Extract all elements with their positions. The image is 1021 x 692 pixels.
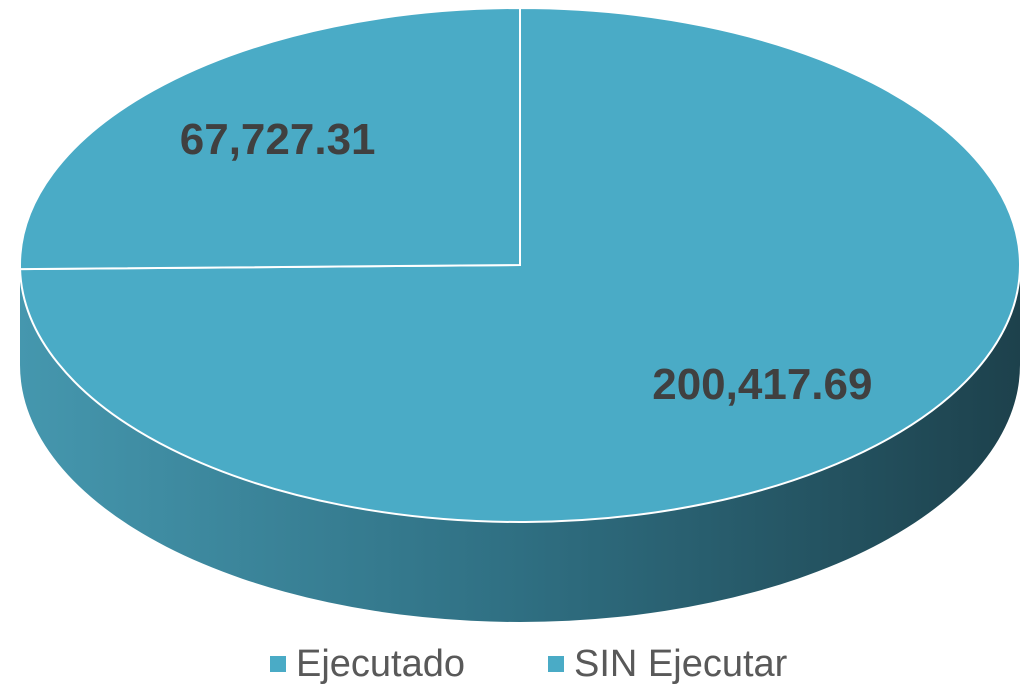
data-label: 67,727.31: [180, 115, 376, 164]
pie-side: [20, 265, 1020, 622]
legend-label: Ejecutado: [296, 643, 465, 685]
data-label: 200,417.69: [652, 360, 872, 409]
legend-swatch: [270, 656, 286, 672]
legend-swatch: [548, 656, 564, 672]
pie-slice: [19, 6, 521, 271]
pie-slice: [19, 6, 1021, 523]
legend-label: SIN Ejecutar: [574, 643, 788, 685]
